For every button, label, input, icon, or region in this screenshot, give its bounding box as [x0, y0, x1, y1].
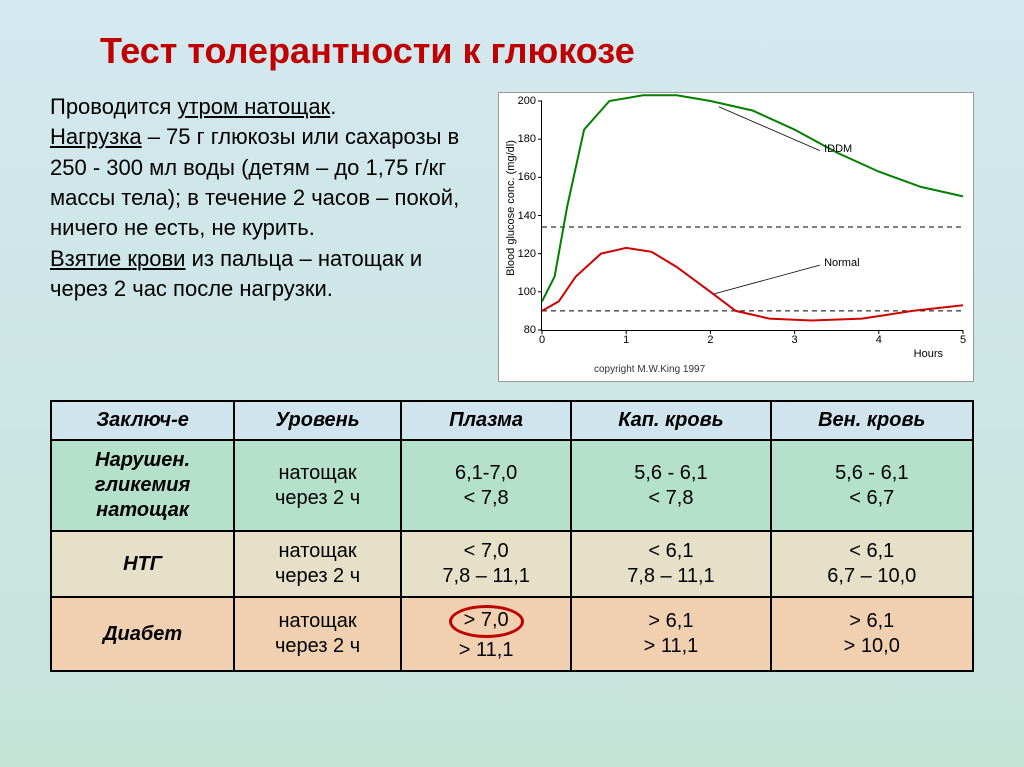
y-tick: 140: [508, 210, 536, 222]
series-iddm: [542, 95, 963, 301]
legend-normal: Normal: [824, 257, 859, 269]
cell-capillary: > 6,1> 11,1: [571, 597, 770, 671]
table-header-cell: Плазма: [401, 401, 571, 440]
results-table: Заключ-еУровеньПлазмаКап. кровьВен. кров…: [50, 400, 974, 672]
y-tick: 120: [508, 248, 536, 260]
desc-part: Проводится: [50, 94, 177, 119]
x-tick: 5: [960, 334, 966, 346]
legend-iddm: IDDM: [824, 143, 852, 155]
table-row: Диабетнатощакчерез 2 ч> 7,0> 11,1> 6,1> …: [51, 597, 973, 671]
x-tick: 2: [707, 334, 713, 346]
cell-venous: > 6,1> 10,0: [771, 597, 973, 671]
description-text: Проводится утром натощак. Нагрузка – 75 …: [50, 92, 480, 382]
desc-part: .: [330, 94, 336, 119]
row-label: НТГ: [51, 531, 234, 597]
cell-level: натощакчерез 2 ч: [234, 597, 401, 671]
cell-capillary: 5,6 - 6,1< 7,8: [571, 440, 770, 531]
x-tick: 4: [876, 334, 882, 346]
y-tick: 160: [508, 171, 536, 183]
table-header-cell: Вен. кровь: [771, 401, 973, 440]
cell-plasma: > 7,0> 11,1: [401, 597, 571, 671]
x-tick: 3: [792, 334, 798, 346]
chart-x-label: Hours: [914, 348, 943, 360]
glucose-chart: Blood glucose conc. (mg/dl) 801001201401…: [498, 92, 974, 382]
desc-underline: Нагрузка: [50, 124, 142, 149]
y-tick: 80: [508, 324, 536, 336]
table-header-cell: Кап. кровь: [571, 401, 770, 440]
chart-plot-area: 80100120140160180200012345HoursIDDMNorma…: [541, 101, 963, 331]
desc-underline: Взятие крови: [50, 246, 185, 271]
cell-level: натощакчерез 2 ч: [234, 440, 401, 531]
table-row: Нарушен.гликемиянатощакнатощакчерез 2 ч6…: [51, 440, 973, 531]
cell-plasma: < 7,07,8 – 11,1: [401, 531, 571, 597]
cell-level: натощакчерез 2 ч: [234, 531, 401, 597]
table-header-cell: Заключ-е: [51, 401, 234, 440]
row-label: Диабет: [51, 597, 234, 671]
chart-copyright: copyright M.W.King 1997: [594, 364, 705, 375]
page-title: Тест толерантности к глюкозе: [100, 30, 974, 72]
y-tick: 200: [508, 95, 536, 107]
cell-capillary: < 6,17,8 – 11,1: [571, 531, 770, 597]
cell-venous: < 6,16,7 – 10,0: [771, 531, 973, 597]
chart-svg: [542, 101, 963, 330]
series-normal: [542, 248, 963, 321]
y-tick: 100: [508, 286, 536, 298]
x-tick: 0: [539, 334, 545, 346]
content-row: Проводится утром натощак. Нагрузка – 75 …: [50, 92, 974, 382]
row-label: Нарушен.гликемиянатощак: [51, 440, 234, 531]
table-header-cell: Уровень: [234, 401, 401, 440]
desc-underline: утром натощак: [177, 94, 330, 119]
y-tick: 180: [508, 133, 536, 145]
table-row: НТГнатощакчерез 2 ч< 7,07,8 – 11,1< 6,17…: [51, 531, 973, 597]
x-tick: 1: [623, 334, 629, 346]
cell-plasma: 6,1-7,0< 7,8: [401, 440, 571, 531]
cell-venous: 5,6 - 6,1< 6,7: [771, 440, 973, 531]
table-header-row: Заключ-еУровеньПлазмаКап. кровьВен. кров…: [51, 401, 973, 440]
